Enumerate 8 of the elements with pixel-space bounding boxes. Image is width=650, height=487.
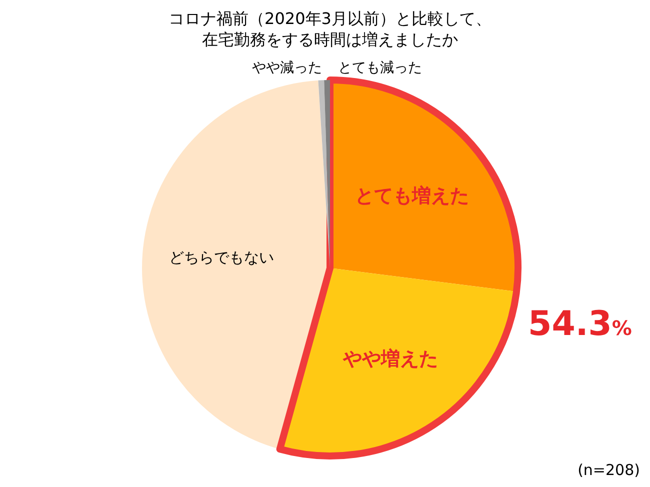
text: (n=208) <box>578 461 640 479</box>
text: 54.3% <box>528 304 632 344</box>
slice-label: とても減った <box>338 60 422 76</box>
slice-label: とても増えた <box>354 184 469 207</box>
slice-label: やや減った <box>252 60 322 76</box>
slice-label: やや増えた <box>342 348 438 370</box>
slice-label: どちらでもない <box>169 248 274 267</box>
chart-title: コロナ禍前（2020年3月以前）と比較して、在宅勤務をする時間は増えましたか <box>168 9 492 49</box>
